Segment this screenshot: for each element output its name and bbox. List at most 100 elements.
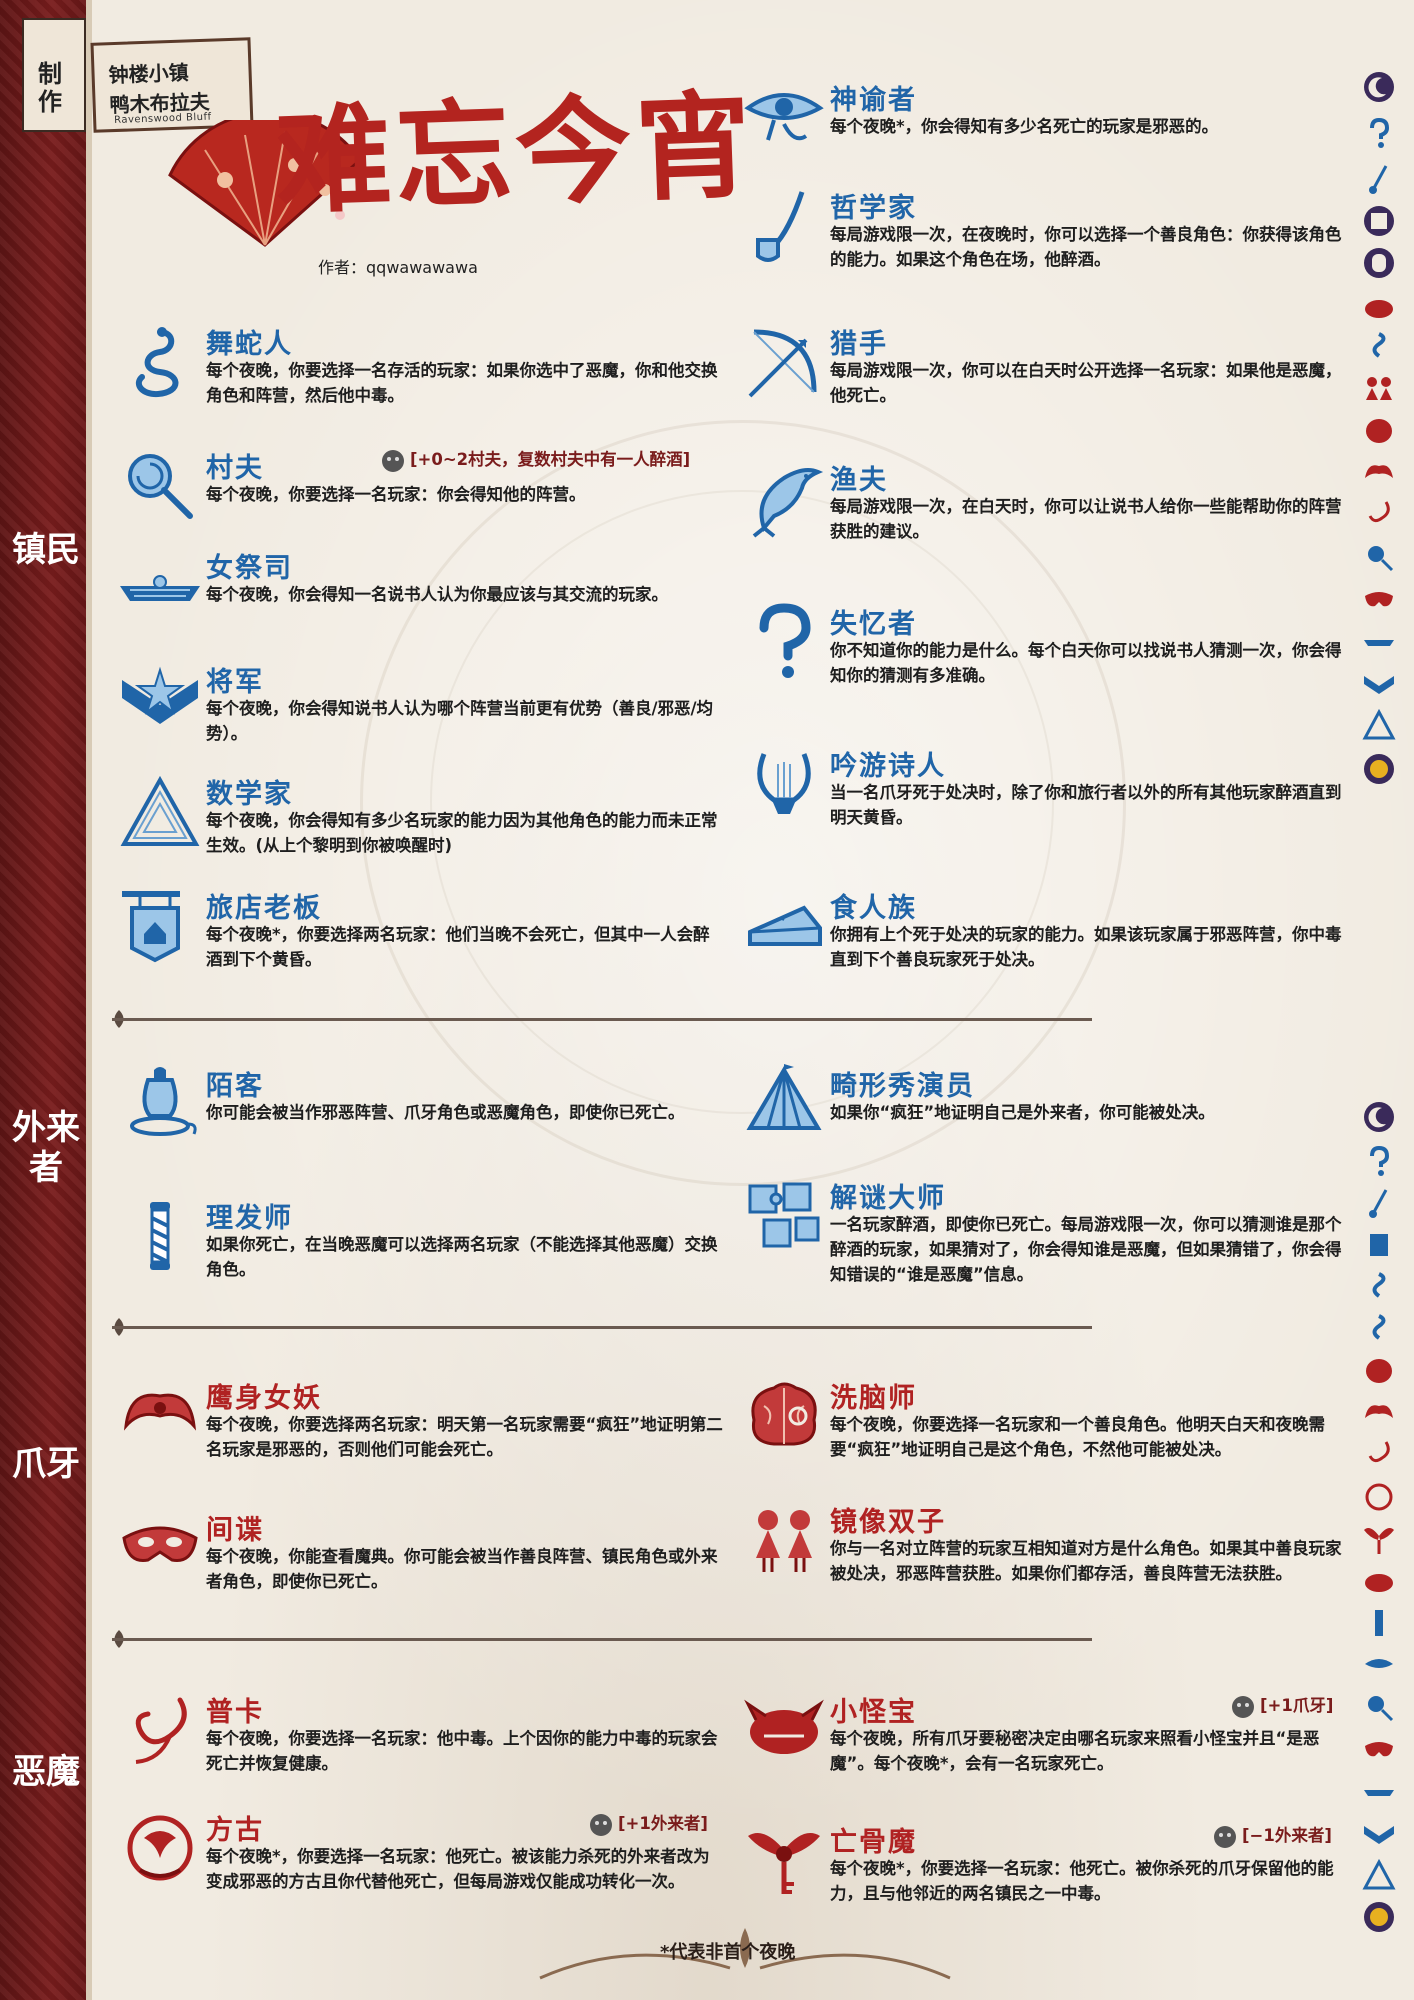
inn-sign-icon: [1370, 1234, 1388, 1256]
role-name: 女祭司: [206, 553, 293, 584]
snake-icon: [1372, 1314, 1386, 1340]
role-name: 理发师: [206, 1203, 293, 1234]
role-desc: 每个夜晚，你要选择一名存活的玩家：如果你选中了恶魔，你和他交换角色和阵营，然后他…: [206, 361, 718, 405]
role-desc: 当一名爪牙死于处决时，除了你和旅行者以外的所有其他玩家醉酒直到明天黄昏。: [830, 783, 1342, 827]
minion-info-icon: [1364, 206, 1394, 236]
harpy-icon: [1365, 465, 1393, 478]
pie-icon: [748, 905, 822, 946]
jinx-vortox: [−1外来者]: [1212, 1822, 1332, 1850]
pipe-icon: [1369, 165, 1388, 194]
harpy-icon: [1365, 1405, 1393, 1418]
fan-icon: [168, 120, 362, 247]
section-divider: [112, 1326, 1092, 1329]
question-mark-icon: [759, 603, 811, 678]
star-chevron-icon: [1364, 1826, 1394, 1844]
fang-gu-icon: [127, 1815, 193, 1881]
jinx-fang-gu: [+1外来者]: [588, 1810, 708, 1838]
jinx-villager: [+0~2村夫，复数村夫中有一人醉酒]: [380, 446, 690, 474]
fish-icon: [752, 468, 824, 538]
gargoyle-icon: [1214, 1825, 1236, 1848]
section-label-demons: 恶魔: [12, 1752, 80, 1792]
role-name: 镜像双子: [830, 1507, 946, 1538]
role-desc: 每个夜晚*，你要选择一名玩家：他死亡。被该能力杀死的外来者改为变成邪恶的方古且你…: [206, 1847, 710, 1891]
winged-headdress-icon: [120, 575, 200, 601]
monster-icon: [1365, 300, 1393, 318]
snake-icon: [1372, 1272, 1386, 1298]
winged-headdress-icon: [1364, 1790, 1394, 1796]
role-desc: 每局游戏限一次，你可以在白天时公开选择一名玩家：如果他是恶魔，他死亡。: [830, 361, 1342, 405]
star-chevron-icon: [122, 666, 198, 724]
role-name: 亡骨魔: [830, 1827, 917, 1858]
author-credit: 作者：qqwawawawa: [318, 258, 478, 277]
role-name: 普卡: [206, 1697, 264, 1728]
role-name: 神谕者: [830, 85, 917, 116]
role-desc: 每个夜晚，你要选择一名玩家：你会得知他的阵营。: [206, 485, 586, 504]
role-name: 失忆者: [830, 609, 917, 640]
brain-icon: [1366, 1359, 1392, 1383]
footer-note: *代表非首个夜晚: [660, 1942, 796, 1963]
triangle-icon: [120, 775, 200, 846]
winged-key-icon: [1364, 1528, 1394, 1554]
background-circle: [360, 420, 1126, 1186]
eye-of-horus-icon: [744, 93, 824, 141]
role-name: 数学家: [206, 779, 293, 810]
brand-box: [22, 18, 86, 132]
role-desc: 每个夜晚，你会得知一名说书人认为你最应该与其交流的玩家。: [206, 585, 668, 604]
town-line-1: 钟楼小镇: [108, 60, 189, 88]
role-name: 猎手: [830, 329, 888, 360]
role-name: 畸形秀演员: [830, 1071, 975, 1102]
jinx-lil-monsta: [+1爪牙]: [1230, 1692, 1333, 1720]
role-name: 间谍: [206, 1515, 264, 1546]
role-name: 舞蛇人: [206, 329, 293, 360]
pipe-icon: [1369, 1189, 1388, 1218]
town-sign: 钟楼小镇 鸭木布拉夫 Ravenswood Bluff: [90, 37, 254, 133]
section-label-outsiders: 外来者: [12, 1108, 80, 1188]
twins-icon: [1366, 377, 1392, 400]
side-band: [0, 0, 92, 2000]
role-desc: 每个夜晚，所有爪牙要秘密决定由哪名玩家来照看小怪宝并且“是恶魔”。每个夜晚*，会…: [830, 1729, 1320, 1773]
section-divider: [112, 1638, 1092, 1641]
role-name: 将军: [206, 667, 264, 698]
section-divider: [112, 1018, 1092, 1021]
role-name: 方古: [206, 1815, 264, 1846]
serpent-hook-icon: [1368, 501, 1390, 523]
role-name: 小怪宝: [830, 1697, 917, 1728]
winged-key-icon: [748, 1833, 820, 1894]
demon-info-icon: [1364, 248, 1394, 278]
lollipop-icon: [1368, 1696, 1394, 1722]
eye-of-horus-icon: [1365, 1659, 1393, 1668]
triangle-icon: [1362, 708, 1396, 740]
jinx-text: [+1爪牙]: [1260, 1696, 1334, 1715]
inn-sign-icon: [122, 891, 180, 963]
role-name: 陌客: [206, 1071, 264, 1102]
dawn-icon: [1364, 1902, 1394, 1932]
jinx-text: [+1外来者]: [618, 1814, 708, 1833]
role-desc: 每局游戏限一次，在白天时，你可以让说书人给你一些能帮助你的阵营获胜的建议。: [830, 497, 1342, 541]
role-desc: 如果你死亡，在当晚恶魔可以选择两名玩家（不能选择其他恶魔）交换角色。: [206, 1235, 718, 1279]
role-desc: 一名玩家醉酒，即使你已死亡。每局游戏限一次，你可以猜测谁是那个醉酒的玩家，如果猜…: [830, 1215, 1342, 1284]
gargoyle-icon: [1232, 1695, 1254, 1718]
oil-lamp-icon: [130, 1067, 197, 1136]
mask-icon: [1365, 592, 1393, 607]
role-desc: 每个夜晚，你要选择一名玩家：他中毒。上个因你的能力中毒的玩家会死亡并恢复健康。: [206, 1729, 718, 1773]
snake-icon: [1372, 332, 1386, 358]
twins-icon: [756, 1510, 812, 1572]
mask-icon: [1365, 1742, 1393, 1757]
serpent-hook-icon: [1368, 1441, 1390, 1463]
moon-icon: [1364, 1102, 1394, 1132]
role-name: 旅店老板: [206, 893, 322, 924]
role-desc: 你拥有上个死于处决的玩家的能力。如果该玩家属于邪恶阵营，你中毒直到下个善良玩家死…: [830, 925, 1342, 969]
role-desc: 每个夜晚，你会得知说书人认为哪个阵营当前更有优势（善良/邪恶/均势）。: [206, 699, 714, 743]
brand-label: 制作: [38, 60, 62, 116]
brain-icon: [1366, 419, 1392, 443]
brain-icon: [751, 1382, 817, 1446]
role-desc: 每个夜晚*，你要选择一名玩家：他死亡。被你杀死的爪牙保留他的能力，且与他邻近的两…: [830, 1859, 1334, 1903]
star-chevron-icon: [1364, 676, 1394, 694]
puzzle-pieces-icon: [748, 1182, 820, 1248]
role-name: 哲学家: [830, 193, 917, 224]
mask-icon: [122, 1526, 198, 1563]
page-title: 难忘今宵: [273, 77, 758, 231]
role-desc: 每个夜晚，你能查看魔典。你可能会被当作善良阵营、镇民角色或外来者角色，即使你已死…: [206, 1547, 718, 1591]
circus-tent-icon: [746, 1064, 822, 1130]
